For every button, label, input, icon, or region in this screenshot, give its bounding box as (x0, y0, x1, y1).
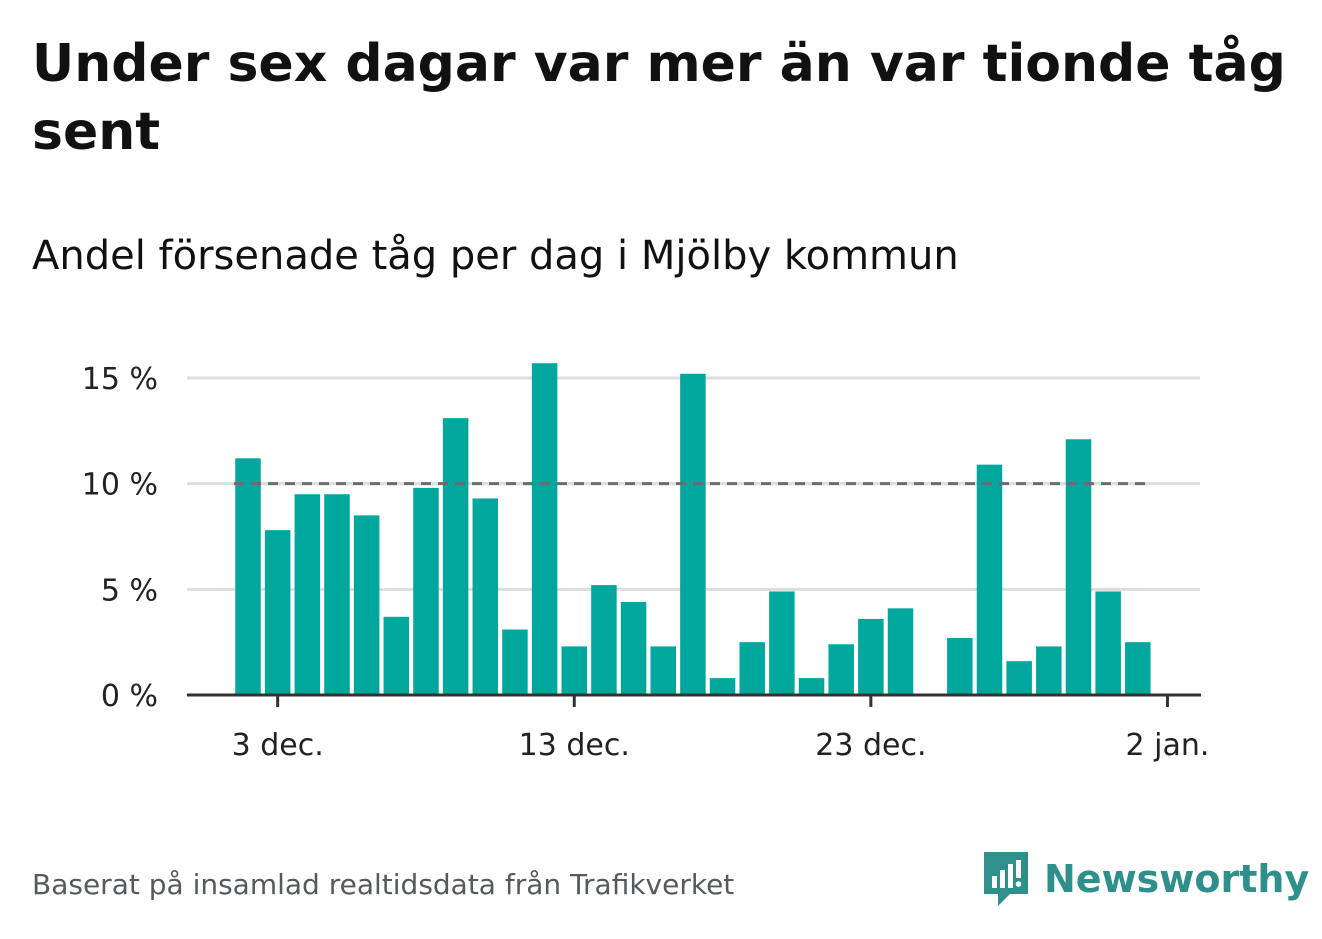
bar (739, 642, 765, 695)
bar (353, 515, 380, 695)
bar (858, 618, 884, 695)
y-tick-label: 5 % (101, 573, 158, 608)
bar (383, 616, 410, 695)
y-tick-label: 0 % (101, 679, 158, 714)
bar (1036, 646, 1062, 695)
bar (798, 678, 825, 695)
bar (264, 530, 291, 695)
bar (1006, 661, 1032, 695)
chart-title: Under sex dagar var mer än var tionde tå… (32, 34, 1286, 162)
newsworthy-logo-icon (984, 852, 1028, 906)
bar (502, 629, 528, 695)
bar (947, 637, 973, 695)
source-note: Baserat på insamlad realtidsdata från Tr… (32, 868, 735, 901)
bar (976, 464, 1003, 695)
brand-name: Newsworthy (1044, 857, 1310, 901)
bar (472, 498, 499, 695)
bar (324, 494, 350, 695)
y-axis-labels: 0 % 5 % 10 % 15 % (82, 362, 158, 714)
bar (442, 418, 469, 695)
x-tick-label: 2 jan. (1126, 728, 1210, 763)
bar (769, 591, 795, 695)
bar (413, 487, 439, 695)
bar (680, 373, 706, 695)
y-tick-label: 15 % (82, 362, 158, 397)
x-tick-label: 3 dec. (232, 728, 324, 763)
bar (561, 646, 588, 695)
bar (1125, 642, 1151, 695)
bar (709, 678, 736, 695)
x-axis: 3 dec. 13 dec. 23 dec. 2 jan. (187, 693, 1210, 763)
bar (620, 602, 647, 695)
bar (591, 585, 617, 695)
bar (235, 458, 261, 695)
bar (828, 644, 854, 695)
bars (235, 363, 1151, 695)
bar (294, 494, 321, 695)
bar (650, 646, 676, 695)
bar-chart: 0 % 5 % 10 % 15 % 3 dec. 13 dec. 23 dec. 2 jan… (82, 362, 1210, 763)
bar (1065, 439, 1092, 695)
brand-logo[interactable]: Newsworthy (980, 848, 1309, 910)
bar (531, 363, 558, 695)
x-tick-label: 23 dec. (815, 728, 926, 763)
y-tick-label: 10 % (82, 468, 158, 503)
bar (887, 608, 914, 695)
x-tick-label: 13 dec. (519, 728, 630, 763)
chart-subtitle: Andel försenade tåg per dag i Mjölby kom… (32, 233, 959, 279)
bar (1095, 591, 1121, 695)
